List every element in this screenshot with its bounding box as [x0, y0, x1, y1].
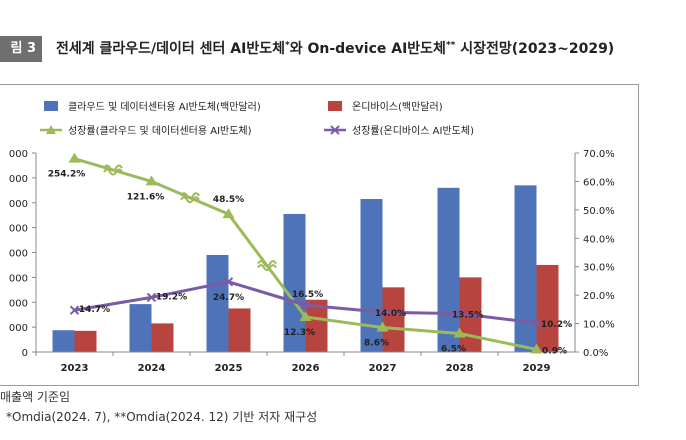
y-right-tick-label: 60.0% [583, 177, 615, 188]
y-left-tick-label: 000 [9, 149, 28, 160]
y-left-tick-label: 000 [9, 249, 28, 260]
marker-line0-2029 [530, 343, 543, 354]
marker-line1-2027 [377, 307, 388, 317]
y-right-tick-label: 30.0% [583, 263, 615, 274]
marker-line0-2023 [68, 152, 81, 163]
data-label-growth-ondevice-2024: 19.2% [156, 292, 187, 302]
data-label-growth-cloud-2023: 254.2% [48, 170, 86, 180]
bar-series0-2025 [206, 254, 229, 352]
marker-line0-2027 [376, 321, 389, 332]
legend-label-0: 클라우드 및 데이터센터용 AI반도체(백만달러) [68, 101, 261, 113]
y-right-tick-label: 70.0% [583, 149, 615, 160]
x-tick-label-2023: 2023 [61, 363, 89, 374]
bar-series0-2024 [129, 304, 152, 352]
marker-line1-2029 [531, 318, 542, 328]
data-label-growth-ondevice-2025: 24.7% [213, 293, 244, 303]
marker-line0-2026 [299, 311, 312, 322]
axis-break-mark-2 [180, 192, 200, 200]
data-label-growth-ondevice-2027: 14.0% [375, 309, 406, 319]
chart-frame: 클라우드 및 데이터센터용 AI반도체(백만달러) 온디바이스(백만달러) 성장률(… [0, 84, 639, 386]
bar-series0-2027 [360, 199, 383, 352]
y-right-tick-label: 10.0% [583, 320, 615, 331]
figure-number-badge: 림 3 [0, 36, 42, 62]
bar-series1-2024 [151, 323, 174, 352]
y-left-tick-label: 000 [9, 273, 28, 284]
legend-label-2: 성장률(클라우드 및 데이터센터용 AI반도체) [68, 125, 252, 137]
data-label-growth-cloud-2024: 121.6% [127, 192, 165, 202]
bar-series1-2025 [228, 308, 251, 352]
legend-marker-2 [46, 125, 56, 134]
data-label-growth-ondevice-2028: 13.5% [452, 311, 483, 321]
y-right-tick-label: 0.0% [583, 348, 608, 359]
x-tick-label-2029: 2029 [523, 363, 551, 374]
figure-title-sup1: * [284, 40, 290, 51]
axis-break-mark-3 [257, 260, 277, 268]
bar-series0-2023 [52, 330, 75, 352]
marker-line1-2028 [454, 308, 465, 319]
axis-break-mark-3 [257, 264, 277, 272]
y-right-tick-label: 50.0% [583, 206, 615, 217]
footnote-source: *Omdia(2024. 7), **Omdia(2024. 12) 기반 저자… [6, 410, 318, 424]
data-label-growth-cloud-2028: 6.5% [441, 345, 466, 355]
chart-svg: 클라우드 및 데이터센터용 AI반도체(백만달러) 온디바이스(백만달러) 성장률(… [9, 101, 615, 374]
y-left-tick-label: 000 [9, 224, 28, 235]
data-label-growth-ondevice-2029: 10.2% [541, 320, 572, 330]
data-label-growth-cloud-2025: 48.5% [213, 195, 244, 205]
bar-series0-2029 [514, 185, 537, 352]
bar-series1-2026 [305, 299, 328, 352]
bar-series1-2029 [536, 264, 559, 352]
legend-swatch-0 [44, 101, 58, 111]
marker-line1-2026 [300, 300, 311, 310]
y-left-tick-label: 000 [9, 323, 28, 334]
axis-break-mark-2 [180, 196, 200, 204]
data-label-growth-cloud-2026: 12.3% [284, 328, 315, 338]
marker-line0-2028 [453, 327, 466, 338]
footnote-basis: 매출액 기준임 [0, 390, 71, 404]
bar-series1-2027 [382, 287, 405, 352]
x-tick-label-2028: 2028 [446, 363, 474, 374]
data-label-growth-cloud-2029: 0.9% [542, 346, 567, 356]
marker-line0-2025 [222, 208, 235, 219]
marker-line1-2023 [69, 305, 80, 315]
y-left-tick-label: 000 [9, 199, 28, 210]
x-tick-label-2026: 2026 [292, 363, 320, 374]
legend-label-3: 성장률(온디바이스 AI반도체) [352, 125, 474, 137]
figure-title-part2: 와 On-device AI반도체 [289, 41, 446, 57]
marker-line0-2024 [145, 175, 158, 186]
axis-break-mark-1 [103, 164, 123, 172]
legend-swatch-1 [328, 101, 342, 111]
marker-line1-2024 [146, 292, 157, 303]
x-tick-label-2027: 2027 [369, 363, 397, 374]
x-tick-label-2025: 2025 [215, 363, 243, 374]
legend-label-1: 온디바이스(백만달러) [352, 101, 443, 113]
figure-title-sup2: ** [445, 40, 456, 51]
y-left-tick-label: 000 [9, 174, 28, 185]
y-right-tick-label: 40.0% [583, 234, 615, 245]
axis-break-mark-1 [103, 168, 123, 176]
figure-title: 전세계 클라우드/데이터 센터 AI반도체*와 On-device AI반도체*… [56, 38, 614, 58]
bar-series0-2026 [283, 213, 306, 352]
marker-line1-2025 [223, 277, 234, 287]
y-right-tick-label: 20.0% [583, 291, 615, 302]
bar-series0-2028 [437, 187, 460, 352]
data-label-growth-ondevice-2026: 16.5% [292, 290, 323, 300]
bar-series1-2023 [74, 330, 97, 352]
y-left-tick-label: 000 [9, 298, 28, 309]
y-left-tick-label: 0 [22, 348, 28, 359]
legend-marker-3 [330, 125, 340, 135]
data-label-growth-cloud-2027: 8.6% [364, 339, 389, 349]
x-tick-label-2024: 2024 [138, 363, 166, 374]
data-label-growth-ondevice-2023: 14.7% [79, 305, 110, 315]
figure-title-part1: 전세계 클라우드/데이터 센터 AI반도체 [56, 41, 285, 57]
figure-title-part3: 시장전망(2023~2029) [455, 41, 615, 57]
